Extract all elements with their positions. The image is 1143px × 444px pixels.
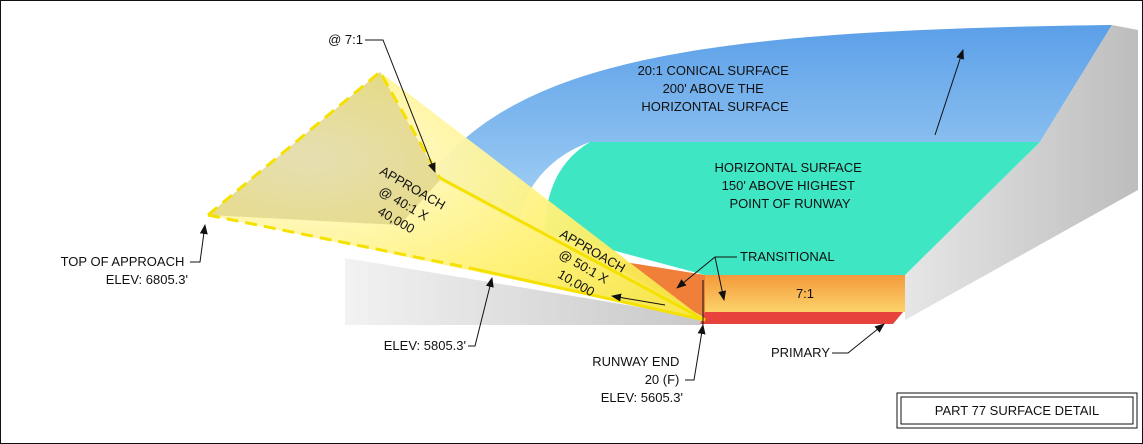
label: HORIZONTAL SURFACE 150' ABOVE HIGHEST PO… — [715, 160, 866, 211]
ground-left — [345, 258, 705, 325]
conical-surface — [430, 25, 1112, 225]
leader — [685, 324, 706, 381]
label: @ 7:1 — [328, 32, 363, 47]
label: TOP OF APPROACH ELEV: 6805.3' — [61, 254, 188, 287]
approach-edge — [439, 176, 706, 322]
label: TRANSITIONAL — [740, 249, 835, 264]
leader — [190, 224, 208, 263]
arrow — [611, 293, 666, 306]
title: PART 77 SURFACE DETAIL — [935, 403, 1099, 418]
approach-surface — [208, 72, 705, 320]
leader — [468, 277, 494, 347]
approach-shade — [208, 72, 440, 225]
title-box — [896, 392, 1138, 429]
approach-edge-dashed — [207, 69, 442, 217]
label: 20:1 CONICAL SURFACE 200' ABOVE THE HORI… — [638, 63, 793, 114]
transitional-front — [705, 275, 905, 312]
side-face — [905, 25, 1138, 320]
label: ELEV: 5805.3' — [384, 338, 466, 353]
horizontal-surface — [545, 142, 1040, 275]
arrow — [934, 49, 964, 136]
leader — [714, 256, 727, 301]
leader — [832, 323, 885, 354]
approach-edge-dashed — [207, 213, 471, 270]
label: PRIMARY — [771, 345, 830, 360]
leader — [365, 39, 436, 173]
primary-surface — [700, 312, 903, 324]
label: RUNWAY END 20 (F) ELEV: 5605.3' — [592, 354, 683, 405]
title-box-inner — [900, 396, 1134, 425]
label: 7:1 — [796, 286, 814, 301]
